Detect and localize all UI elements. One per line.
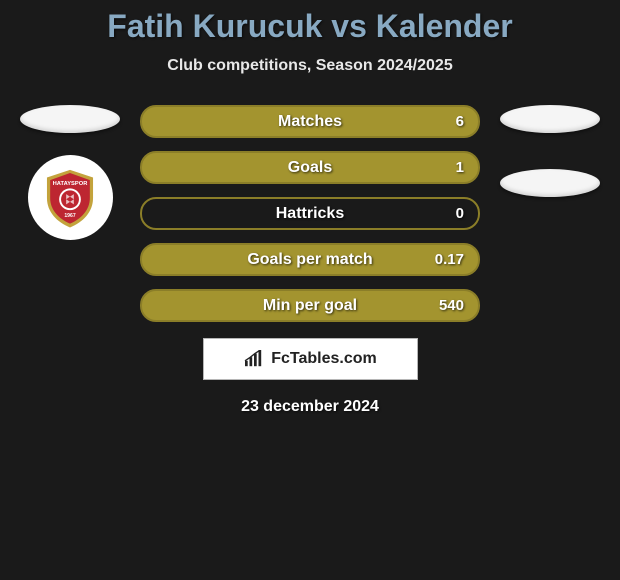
comparison-title: Fatih Kurucuk vs Kalender xyxy=(0,8,620,45)
comparison-subtitle: Club competitions, Season 2024/2025 xyxy=(0,57,620,75)
stats-column: Matches 6 Goals 1 Hattricks 0 Goals per match 0… xyxy=(140,105,480,322)
stat-label: Matches xyxy=(278,113,342,131)
stat-bar: Goals 1 xyxy=(140,151,480,184)
right-player-name-pill xyxy=(500,105,600,133)
stat-bar: Goals per match 0.17 xyxy=(140,243,480,276)
left-player-column: HATAYSPOR 1967 xyxy=(20,105,120,240)
brand-text: FcTables.com xyxy=(271,350,377,368)
left-player-badge: HATAYSPOR 1967 xyxy=(28,155,113,240)
stat-value-right: 6 xyxy=(456,113,464,130)
stat-bar: Min per goal 540 xyxy=(140,289,480,322)
date-label: 23 december 2024 xyxy=(0,398,620,416)
stat-value-right: 1 xyxy=(456,159,464,176)
stat-value-right: 0.17 xyxy=(435,251,464,268)
stat-bar: Matches 6 xyxy=(140,105,480,138)
hatayspor-badge-icon: HATAYSPOR 1967 xyxy=(38,166,102,230)
right-player-badge-pill xyxy=(500,169,600,197)
stat-bar: Hattricks 0 xyxy=(140,197,480,230)
stat-value-right: 0 xyxy=(456,205,464,222)
right-player-column xyxy=(500,105,600,197)
left-player-name-pill xyxy=(20,105,120,133)
stat-value-right: 540 xyxy=(439,297,464,314)
stat-label: Min per goal xyxy=(263,297,357,315)
stat-label: Hattricks xyxy=(276,205,344,223)
svg-text:1967: 1967 xyxy=(64,213,76,219)
stat-label: Goals per match xyxy=(247,251,372,269)
svg-text:HATAYSPOR: HATAYSPOR xyxy=(53,181,89,187)
comparison-grid: HATAYSPOR 1967 Matches 6 Goals 1 Hattricks 0 G… xyxy=(0,105,620,322)
footer: FcTables.com xyxy=(0,338,620,380)
chart-icon xyxy=(243,350,265,368)
brand-badge: FcTables.com xyxy=(203,338,418,380)
stat-label: Goals xyxy=(288,159,332,177)
